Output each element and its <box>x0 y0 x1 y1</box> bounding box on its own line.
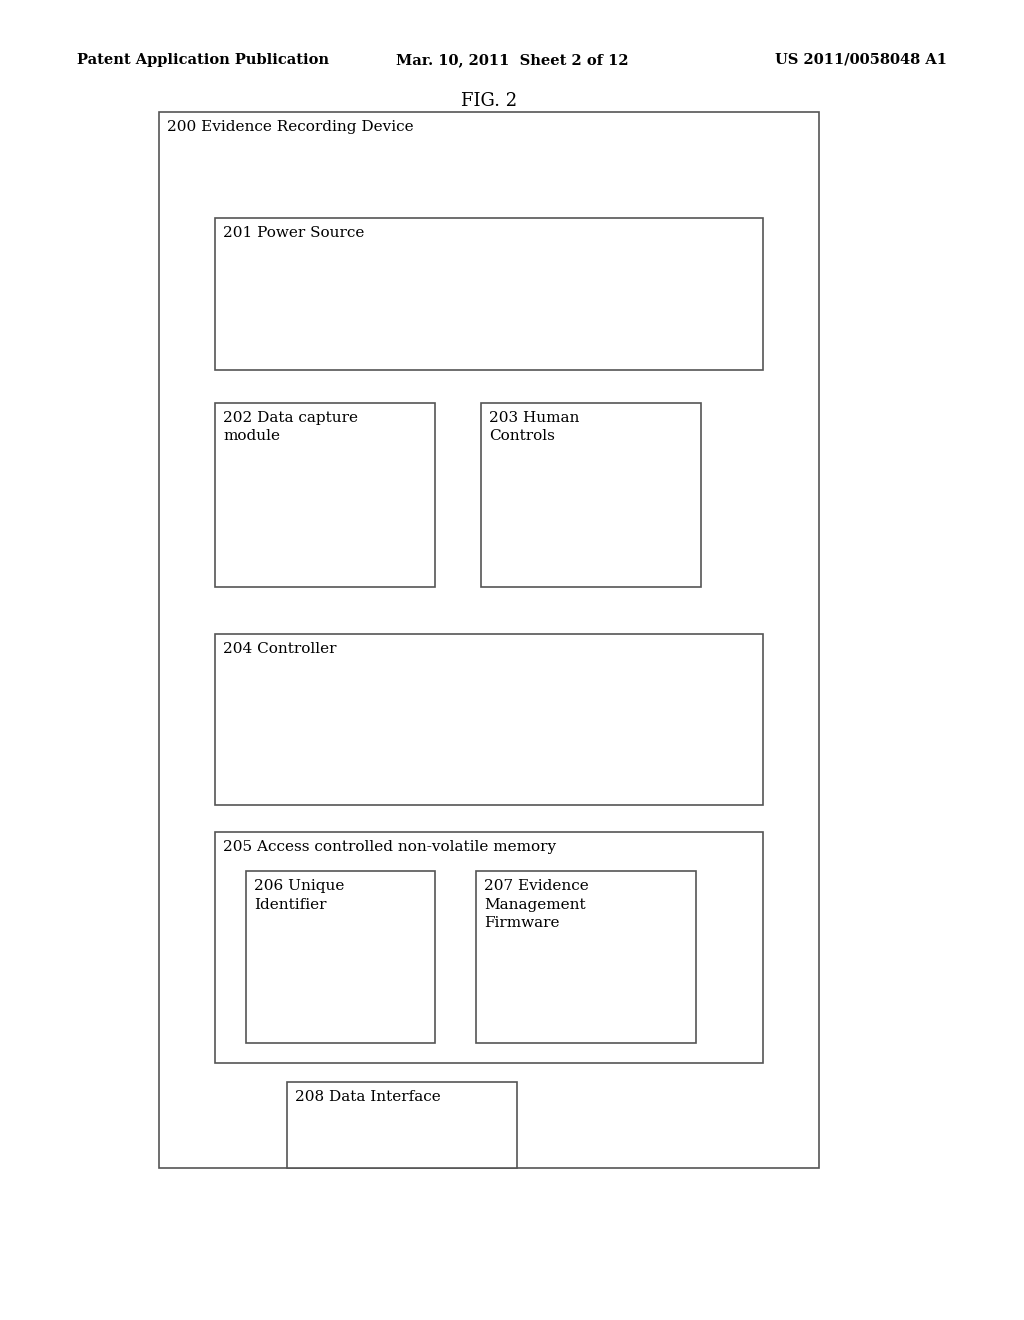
FancyBboxPatch shape <box>481 403 701 587</box>
Text: 206 Unique
Identifier: 206 Unique Identifier <box>254 879 344 912</box>
Text: 204 Controller: 204 Controller <box>223 642 337 656</box>
FancyBboxPatch shape <box>246 871 435 1043</box>
Text: FIG. 2: FIG. 2 <box>462 92 517 111</box>
Text: 203 Human
Controls: 203 Human Controls <box>489 411 580 444</box>
Text: Patent Application Publication: Patent Application Publication <box>77 53 329 67</box>
Text: 200 Evidence Recording Device: 200 Evidence Recording Device <box>167 120 414 135</box>
FancyBboxPatch shape <box>215 218 763 370</box>
Text: 201 Power Source: 201 Power Source <box>223 226 365 240</box>
Text: US 2011/0058048 A1: US 2011/0058048 A1 <box>775 53 947 67</box>
FancyBboxPatch shape <box>476 871 696 1043</box>
Text: Mar. 10, 2011  Sheet 2 of 12: Mar. 10, 2011 Sheet 2 of 12 <box>395 53 629 67</box>
Text: 207 Evidence
Management
Firmware: 207 Evidence Management Firmware <box>484 879 589 929</box>
FancyBboxPatch shape <box>215 403 435 587</box>
FancyBboxPatch shape <box>215 832 763 1063</box>
Text: 208 Data Interface: 208 Data Interface <box>295 1090 440 1105</box>
Text: 205 Access controlled non-volatile memory: 205 Access controlled non-volatile memor… <box>223 840 556 854</box>
FancyBboxPatch shape <box>215 634 763 805</box>
FancyBboxPatch shape <box>159 112 819 1168</box>
Text: 202 Data capture
module: 202 Data capture module <box>223 411 358 444</box>
FancyBboxPatch shape <box>287 1082 517 1168</box>
